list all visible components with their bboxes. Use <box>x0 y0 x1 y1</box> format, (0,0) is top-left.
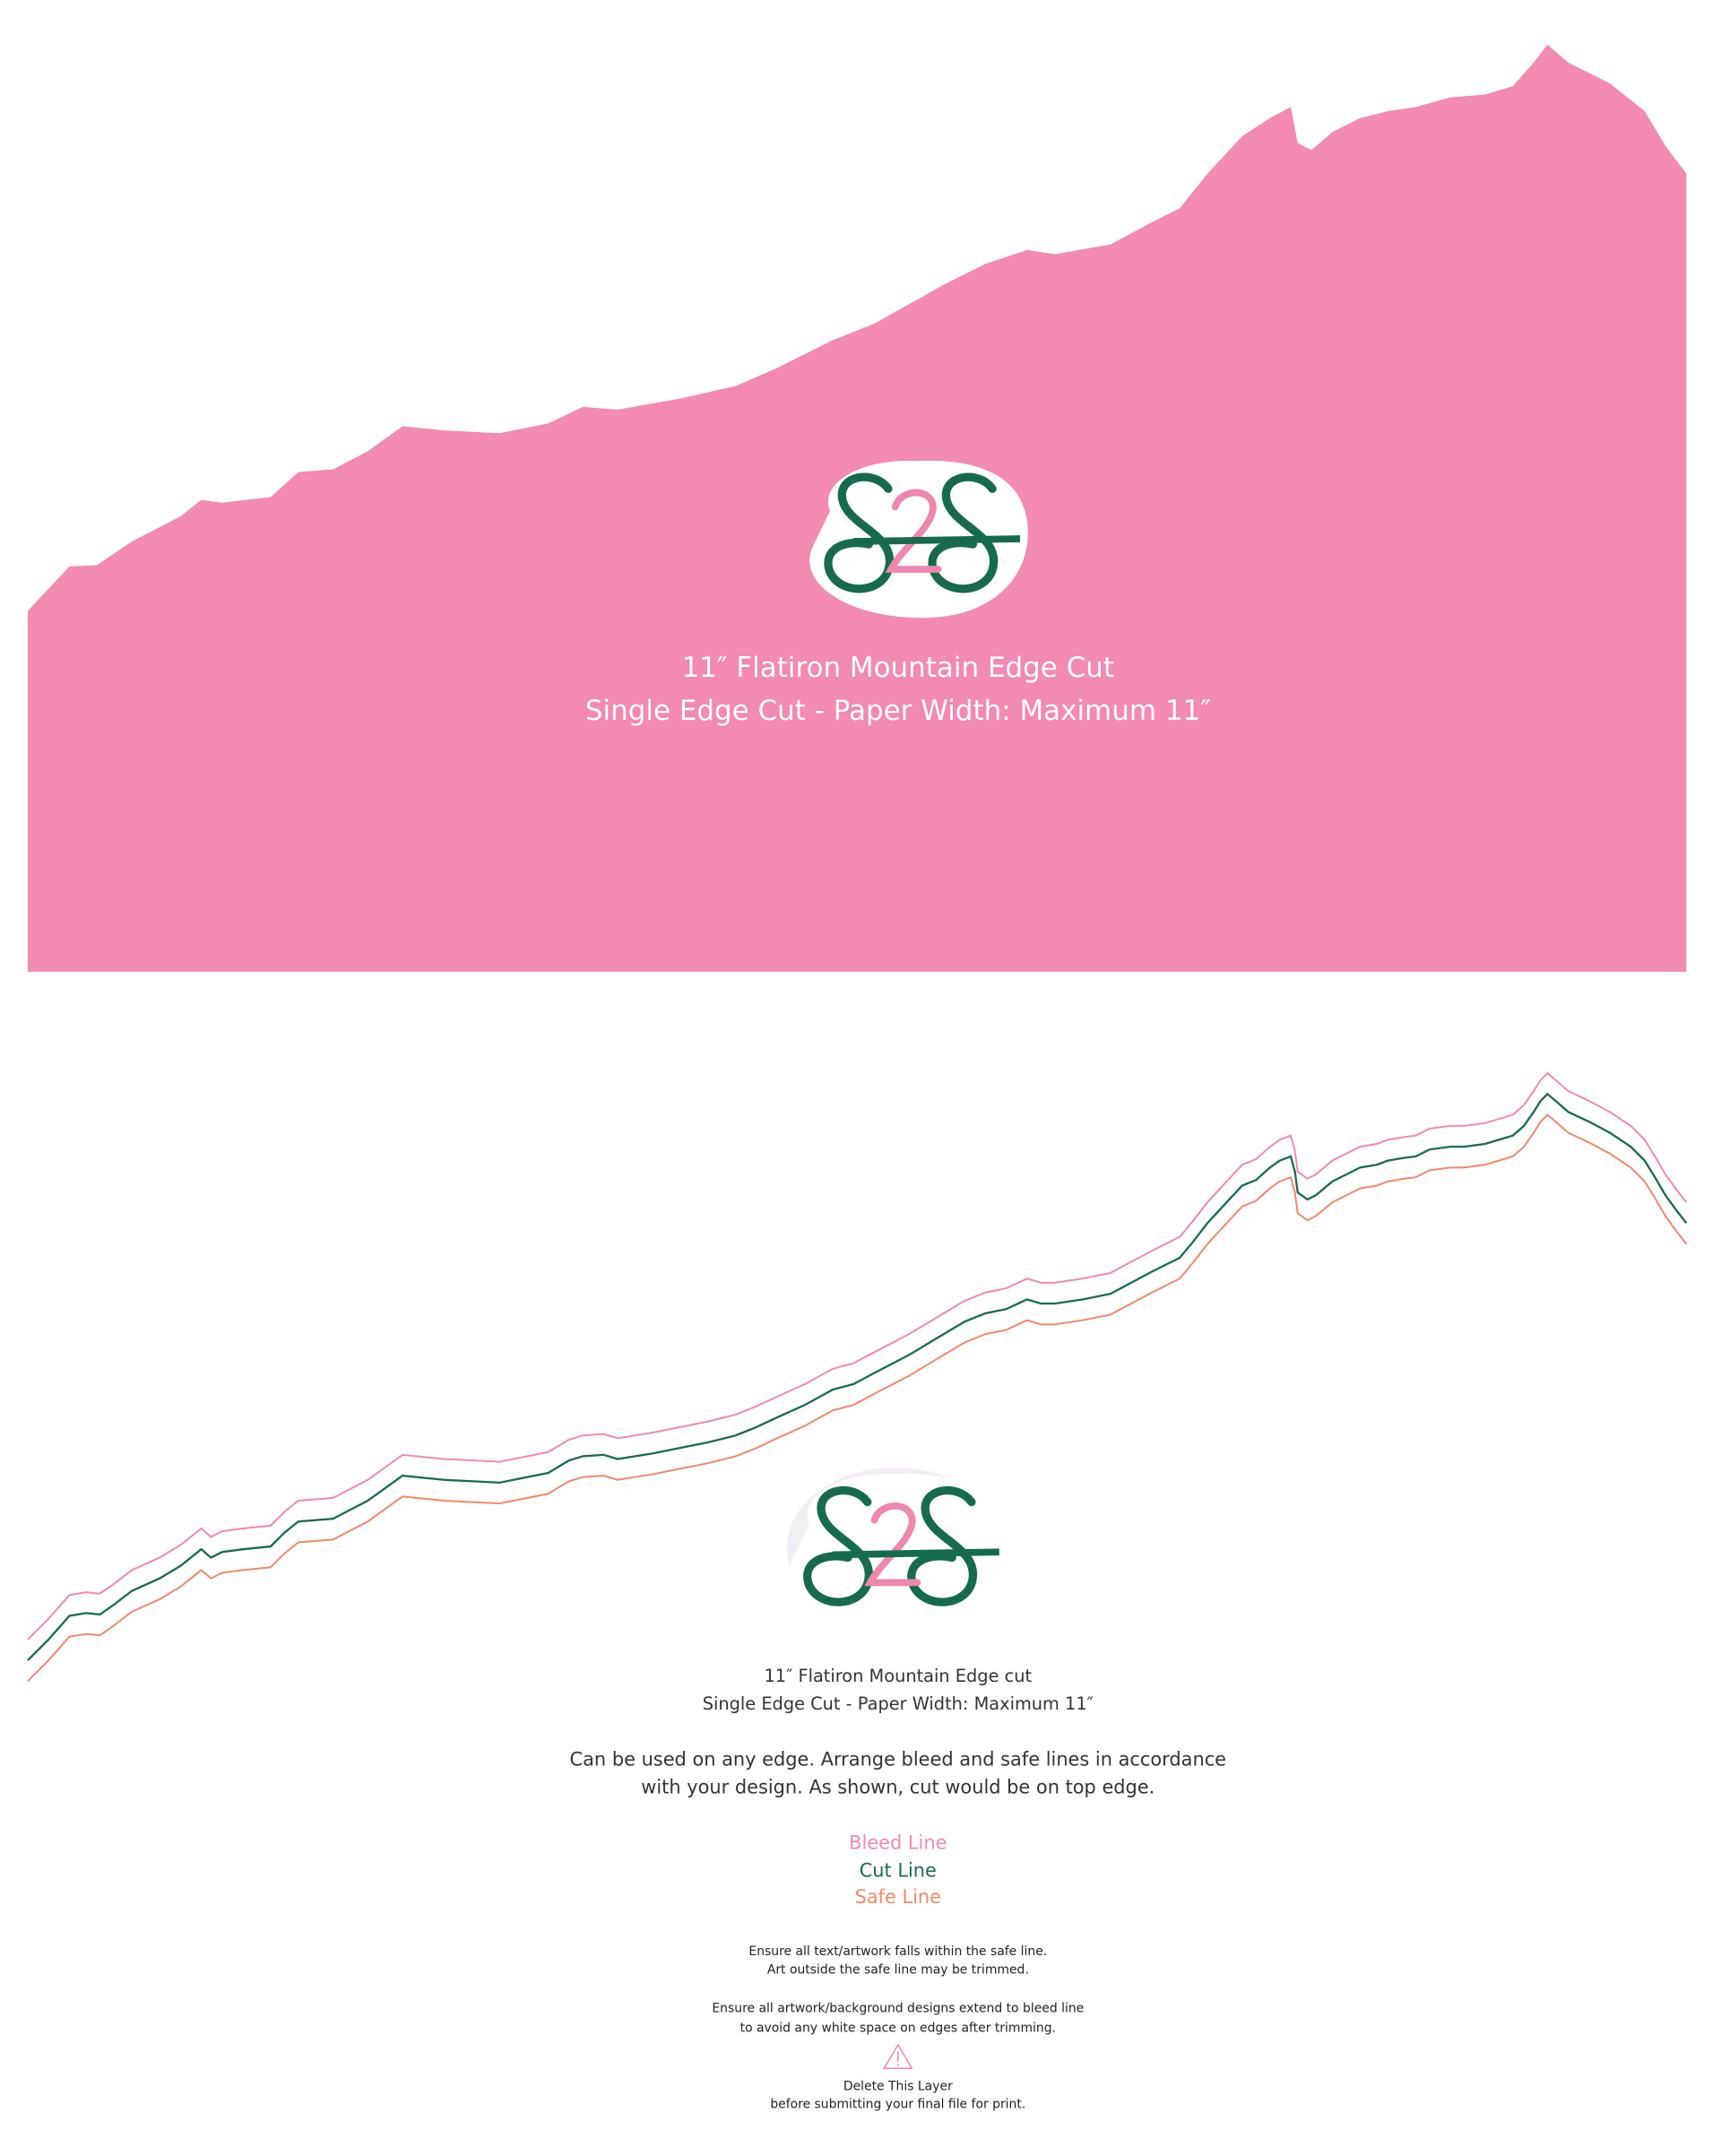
description: with your design. As shown, cut would be… <box>641 1777 1155 1798</box>
description: Can be used on any edge. Arrange bleed a… <box>570 1749 1227 1771</box>
subtitle: Single Edge Cut - Paper Width: Maximum 1… <box>585 695 1211 727</box>
note: Ensure all text/artwork falls within the… <box>748 1944 1047 1959</box>
note: Ensure all artwork/background designs ex… <box>712 2002 1084 2016</box>
note: before submitting your final file for pr… <box>770 2098 1025 2112</box>
logo <box>789 1474 1008 1631</box>
subtitle: Single Edge Cut - Paper Width: Maximum 1… <box>703 1693 1094 1714</box>
title: 11″ Flatiron Mountain Edge Cut <box>682 652 1114 684</box>
note: Delete This Layer <box>843 2079 953 2093</box>
note: to avoid any white space on edges after … <box>740 2021 1056 2035</box>
legend-safe: Safe Line <box>855 1886 941 1908</box>
title: 11″ Flatiron Mountain Edge cut <box>764 1666 1032 1686</box>
legend-bleed: Bleed Line <box>849 1831 947 1853</box>
logo <box>809 461 1028 618</box>
note: Art outside the safe line may be trimmed… <box>767 1962 1029 1977</box>
warning-icon <box>882 2043 913 2070</box>
legend-cut: Cut Line <box>860 1859 937 1881</box>
